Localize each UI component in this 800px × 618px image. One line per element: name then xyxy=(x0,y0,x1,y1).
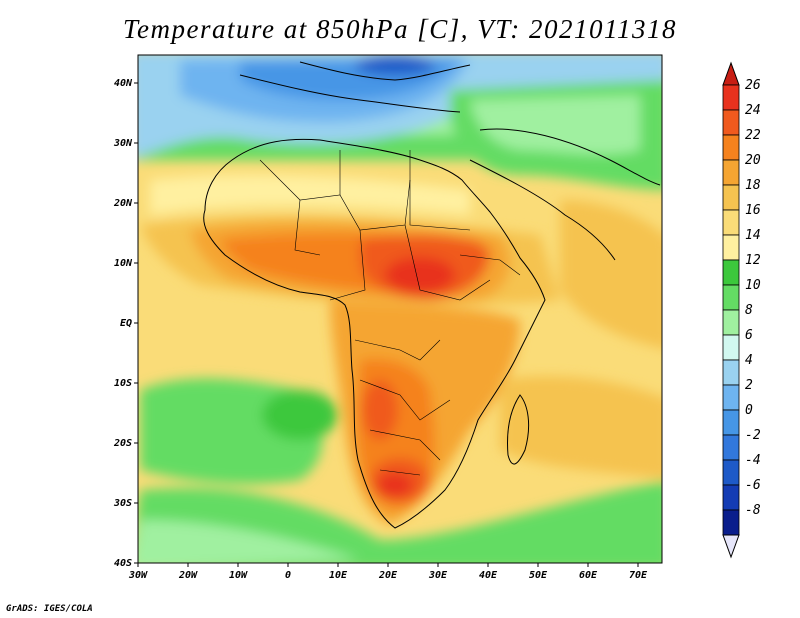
colorbar-bottom-arrow xyxy=(722,534,740,559)
colorbar-label: 10 xyxy=(745,278,761,293)
colorbar-label: 14 xyxy=(745,228,761,243)
colorbar-label: 12 xyxy=(745,253,761,268)
lon-tick-label: 30W xyxy=(128,570,148,581)
colorbar-segment xyxy=(722,234,740,261)
lon-tick-label: 30E xyxy=(428,570,448,581)
colorbar-segment xyxy=(722,184,740,211)
colorbar-label: 20 xyxy=(745,153,761,168)
colorbar-segment xyxy=(722,484,740,511)
lon-tick-label: 70E xyxy=(629,570,648,581)
colorbar-label: 0 xyxy=(745,403,753,418)
colorbar-label: 8 xyxy=(745,303,753,318)
colorbar-segment xyxy=(722,159,740,186)
lon-tick-label: 20E xyxy=(378,570,398,581)
colorbar-segment xyxy=(722,434,740,461)
lon-tick-label: 20W xyxy=(178,570,198,581)
colorbar-label: 2 xyxy=(745,378,753,393)
map-title: Temperature at 850hPa [C], VT: 202101131… xyxy=(122,14,678,44)
lat-tick-label: 40S xyxy=(114,558,132,569)
lon-tick-label: 50E xyxy=(529,570,548,581)
colorbar-label: 22 xyxy=(745,128,761,143)
colorbar-segment xyxy=(722,409,740,436)
lon-tick-label: 60E xyxy=(579,570,598,581)
colorbar-label: 26 xyxy=(745,78,761,93)
colorbar-segment xyxy=(722,209,740,236)
lon-tick-label: 0 xyxy=(285,570,291,581)
colorbar-label: 24 xyxy=(745,103,761,118)
lat-tick-label: EQ xyxy=(120,318,132,329)
lon-tick-label: 10W xyxy=(229,570,248,581)
colorbar-label: 6 xyxy=(745,328,753,343)
lat-tick-label: 30N xyxy=(113,138,133,149)
lat-tick-label: 10N xyxy=(114,258,133,269)
colorbar-label: -2 xyxy=(745,428,761,443)
country-borders xyxy=(259,150,521,476)
colorbar-segment xyxy=(722,359,740,386)
colorbar-top-arrow xyxy=(722,61,740,86)
credit-label: GrADS: IGES/COLA xyxy=(6,604,93,614)
colorbar-label: 18 xyxy=(745,178,761,193)
coastlines xyxy=(203,61,661,529)
colorbar-label: -4 xyxy=(745,453,761,468)
colorbar-label: 16 xyxy=(745,203,761,218)
colorbar-segment xyxy=(722,509,740,536)
colorbar-segment xyxy=(722,459,740,486)
colorbar-segment xyxy=(722,134,740,161)
colorbar-label: -8 xyxy=(745,503,761,518)
axis-ticks: 30W 20W 10W 0 10E 20E 30E 40E 50E 60E 70E 40N 30N 20N… xyxy=(113,78,648,581)
colorbar-segment xyxy=(722,284,740,311)
lat-tick-label: 20N xyxy=(113,198,133,209)
colorbar-segment xyxy=(722,109,740,136)
colorbar-segment xyxy=(722,334,740,361)
colorbar-segment xyxy=(722,259,740,286)
lon-tick-label: 10E xyxy=(329,570,348,581)
lat-tick-label: 20S xyxy=(113,438,132,449)
colorbar-label: 4 xyxy=(745,353,753,368)
colorbar-segment xyxy=(722,309,740,336)
colorbar-segment xyxy=(722,384,740,411)
lat-tick-label: 10S xyxy=(114,378,132,389)
colorbar-segment xyxy=(722,84,740,111)
lat-tick-label: 30S xyxy=(113,498,132,509)
lat-tick-label: 40N xyxy=(114,78,133,89)
temperature-field xyxy=(138,55,662,563)
colorbar-label: -6 xyxy=(745,478,761,493)
plot-frame xyxy=(137,54,663,564)
lon-tick-label: 40E xyxy=(479,570,498,581)
